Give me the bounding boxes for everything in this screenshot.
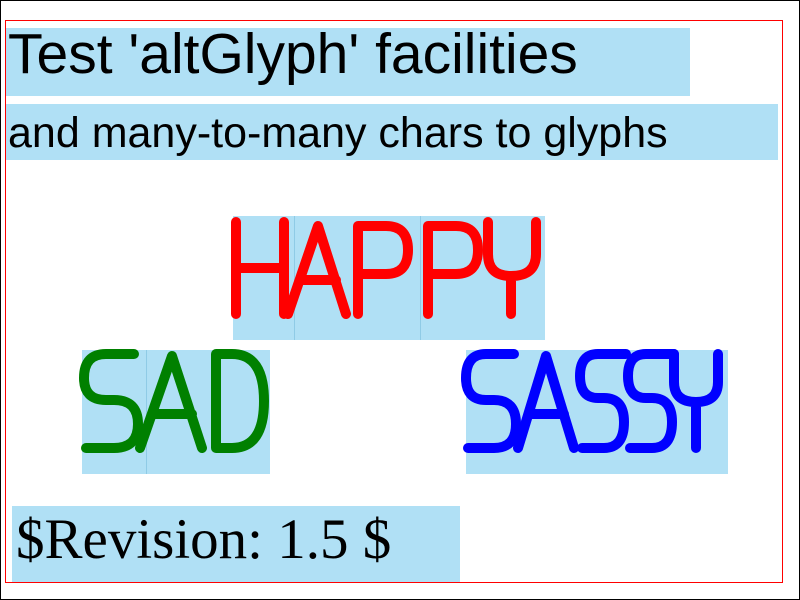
- glyph-y: [669, 349, 723, 453]
- happy-word: [226, 214, 546, 324]
- glyph-divider: [420, 216, 421, 340]
- glyph-s: [79, 349, 143, 453]
- glyph-s: [461, 349, 521, 453]
- sad-word: [76, 344, 276, 459]
- sassy-word: [458, 344, 728, 459]
- revision-highlight: [12, 506, 460, 582]
- glyph-a: [283, 221, 351, 319]
- title-highlight: [6, 28, 690, 96]
- revision-label: $Revision: 1.5 $: [16, 508, 392, 571]
- glyph-p: [423, 221, 483, 319]
- glyph-divider: [294, 216, 295, 340]
- test-frame: [5, 20, 783, 583]
- glyph-p: [353, 221, 413, 319]
- glyph-a: [513, 351, 579, 453]
- glyph-d: [211, 349, 269, 453]
- glyph-s: [623, 349, 679, 453]
- page-subtitle: and many-to-many chars to glyphs: [8, 109, 668, 157]
- glyph-s: [575, 349, 631, 453]
- glyph-divider: [146, 350, 147, 474]
- subtitle-highlight: [6, 104, 778, 160]
- glyph-h: [231, 217, 289, 319]
- glyph-y: [483, 217, 541, 319]
- glyph-a: [135, 351, 207, 453]
- page-title: Test 'altGlyph' facilities: [8, 22, 578, 86]
